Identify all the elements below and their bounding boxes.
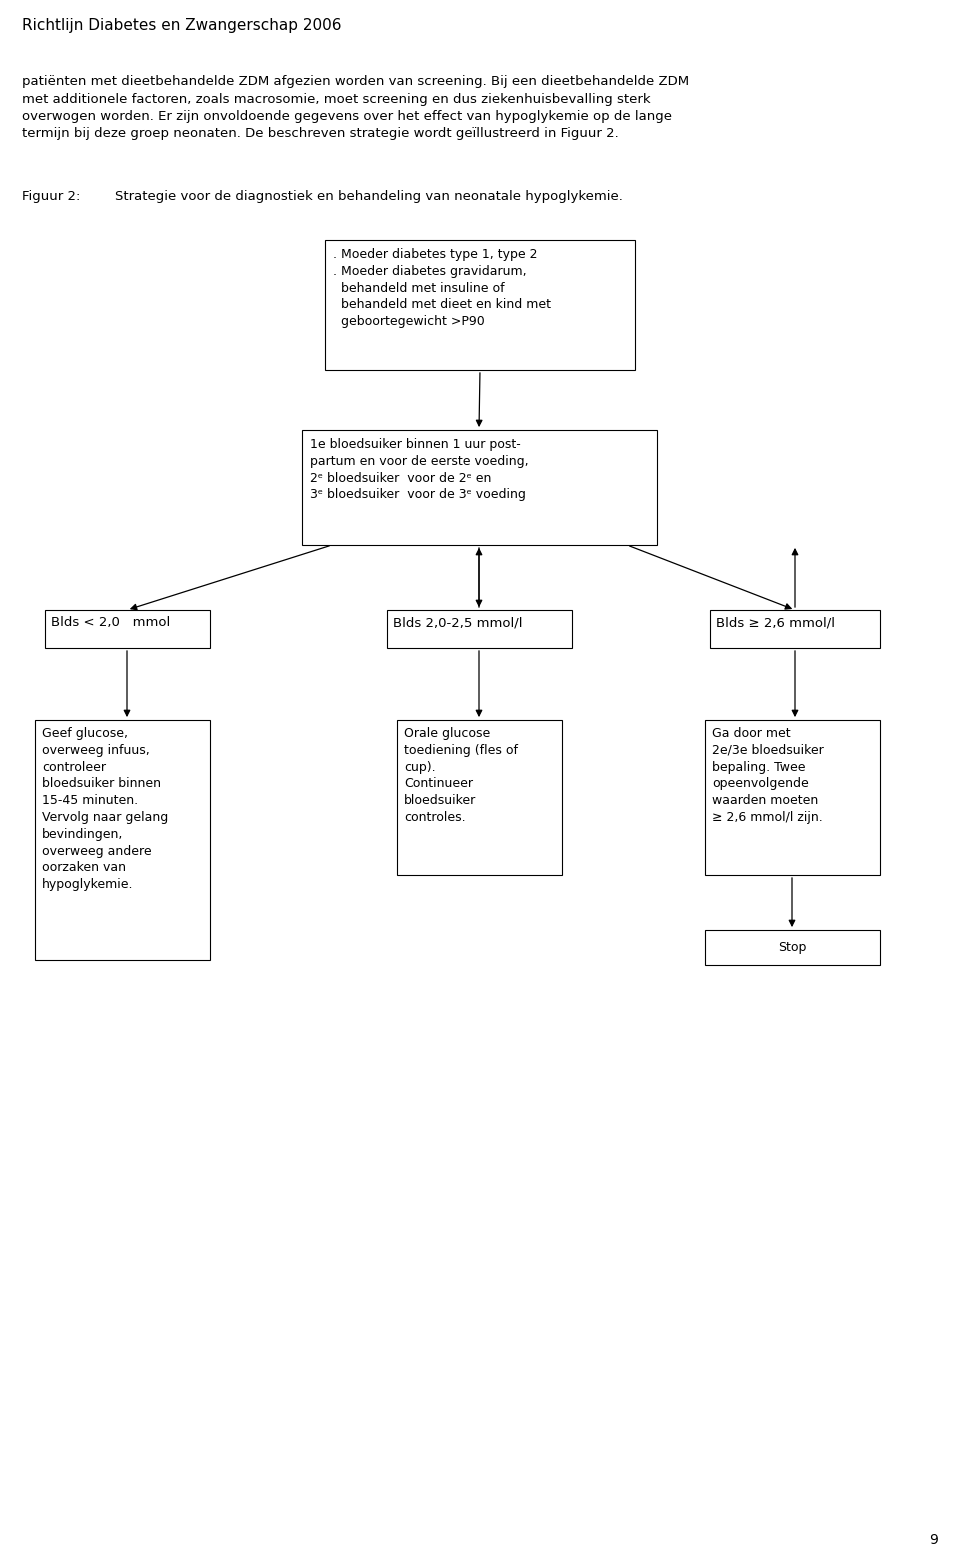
Text: Stop: Stop — [778, 941, 806, 955]
Bar — [45, 610, 210, 648]
Text: 1e bloedsuiker binnen 1 uur post-
partum en voor de eerste voeding,
2ᵉ bloedsuik: 1e bloedsuiker binnen 1 uur post- partum… — [310, 438, 529, 501]
Text: patiënten met dieetbehandelde ZDM afgezien worden van screening. Bij een dieetbe: patiënten met dieetbehandelde ZDM afgezi… — [22, 75, 689, 141]
Text: Geef glucose,
overweeg infuus,
controleer
bloedsuiker binnen
15-45 minuten.
Verv: Geef glucose, overweeg infuus, controlee… — [42, 728, 168, 890]
Bar — [35, 720, 210, 959]
Text: Strategie voor de diagnostiek en behandeling van neonatale hypoglykemie.: Strategie voor de diagnostiek en behande… — [115, 189, 623, 203]
Text: Ga door met
2e/3e bloedsuiker
bepaling. Twee
opeenvolgende
waarden moeten
≥ 2,6 : Ga door met 2e/3e bloedsuiker bepaling. … — [712, 728, 824, 825]
Text: . Moeder diabetes type 1, type 2
. Moeder diabetes gravidarum,
  behandeld met i: . Moeder diabetes type 1, type 2 . Moede… — [333, 247, 551, 329]
Bar — [325, 239, 635, 369]
Bar — [710, 610, 880, 648]
Text: Figuur 2:: Figuur 2: — [22, 189, 81, 203]
Text: Orale glucose
toediening (fles of
cup).
Continueer
bloedsuiker
controles.: Orale glucose toediening (fles of cup). … — [404, 728, 518, 825]
Bar — [387, 610, 572, 648]
Text: Blds ≥ 2,6 mmol/l: Blds ≥ 2,6 mmol/l — [716, 617, 835, 629]
Bar — [705, 930, 880, 966]
Bar — [302, 430, 657, 545]
Bar — [705, 720, 880, 875]
Bar — [397, 720, 562, 875]
Text: 9: 9 — [929, 1534, 938, 1546]
Text: Blds < 2,0   mmol: Blds < 2,0 mmol — [51, 617, 170, 629]
Text: Blds 2,0-2,5 mmol/l: Blds 2,0-2,5 mmol/l — [393, 617, 522, 629]
Text: Richtlijn Diabetes en Zwangerschap 2006: Richtlijn Diabetes en Zwangerschap 2006 — [22, 19, 342, 33]
